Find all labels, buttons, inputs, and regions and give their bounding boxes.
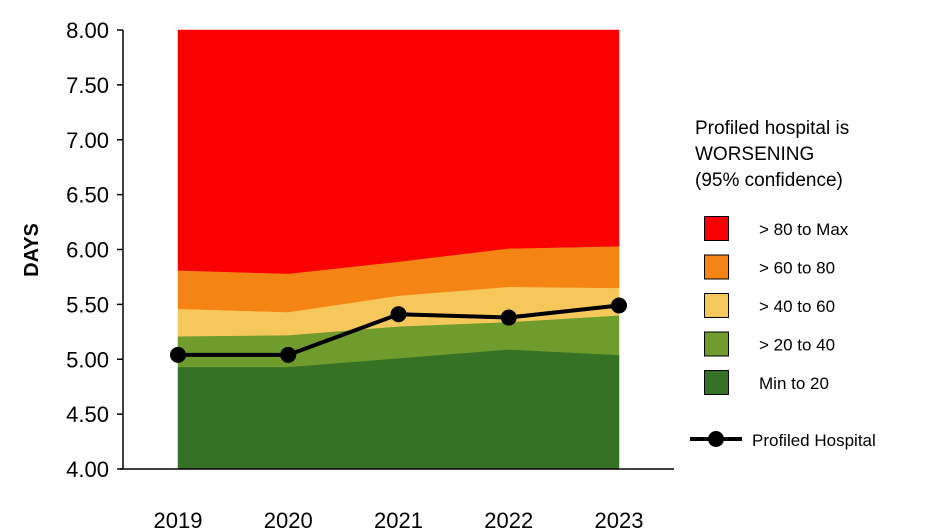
legend-item-60-to-80: > 60 to 80 [704, 254, 835, 280]
legend-item-80-to-max: > 80 to Max [704, 216, 849, 241]
profiled-hospital-series [170, 297, 627, 363]
legend-label: Min to 20 [759, 374, 829, 393]
x-ticks: 2019 2020 2021 2022 2023 [154, 508, 644, 532]
legend-label: > 20 to 40 [759, 336, 835, 355]
legend-item-40-to-60: > 40 to 60 [704, 293, 835, 318]
legend-swatch [704, 331, 729, 357]
y-tick-label: 5.50 [66, 292, 109, 317]
legend-label: > 60 to 80 [759, 259, 835, 278]
y-tick-label: 6.50 [66, 183, 109, 208]
series-point [280, 346, 297, 363]
x-tick-label: 2019 [154, 508, 203, 532]
y-tick-label: 4.50 [66, 402, 109, 427]
series-point [390, 306, 407, 323]
legend-label: > 40 to 60 [759, 297, 835, 316]
legend-swatch [704, 293, 729, 318]
status-line-1: Profiled hospital is [695, 118, 849, 139]
legend-marker [708, 431, 724, 447]
y-tick-label: 4.00 [66, 457, 109, 482]
legend-label: > 80 to Max [759, 220, 849, 239]
x-tick-label: 2021 [374, 508, 423, 532]
band-min-to-20 [177, 349, 620, 470]
x-tick-label: 2023 [595, 508, 644, 532]
band-areas [177, 29, 620, 470]
y-tick-label: 7.50 [66, 73, 109, 98]
legend-swatch [704, 216, 729, 241]
x-tick-label: 2022 [484, 508, 533, 532]
band-80-to-max [177, 29, 620, 274]
legend-swatch [704, 370, 729, 395]
y-ticks: 4.00 4.50 5.00 5.50 6.00 6.50 7.00 7.50 8.00 [66, 18, 123, 482]
y-axis-label: DAYS [21, 223, 43, 277]
legend-item-20-to-40: > 20 to 40 [704, 331, 835, 357]
series-point [500, 309, 517, 326]
series-point [611, 297, 627, 314]
legend-item-profiled-hospital: Profiled Hospital [690, 431, 876, 450]
y-tick-label: 6.00 [66, 238, 109, 263]
legend-label: Profiled Hospital [752, 431, 876, 450]
y-tick-label: 8.00 [66, 18, 109, 43]
y-tick-label: 5.00 [66, 347, 109, 372]
y-tick-label: 7.00 [66, 128, 109, 153]
series-point [170, 346, 186, 363]
x-tick-label: 2020 [264, 508, 313, 532]
status-text: Profiled hospital is WORSENING (95% conf… [695, 118, 849, 191]
status-line-2: WORSENING [695, 144, 814, 165]
legend: > 80 to Max > 60 to 80 > 40 to 60 > 20 to 4… [690, 216, 876, 450]
legend-swatch [704, 254, 729, 280]
legend-item-min-to-20: Min to 20 [704, 370, 829, 395]
status-line-3: (95% confidence) [695, 170, 843, 191]
